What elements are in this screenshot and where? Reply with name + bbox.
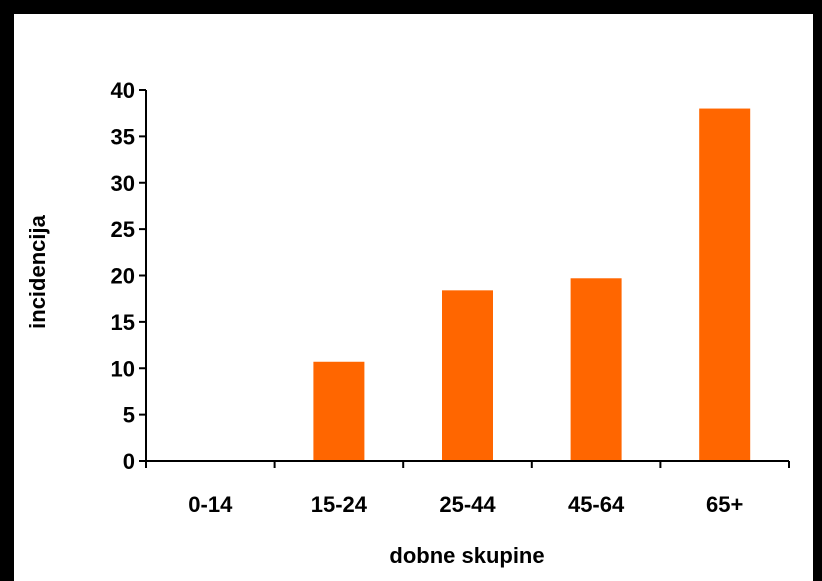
y-axis-title: incidencija — [25, 214, 50, 328]
bar-25-44 — [442, 290, 493, 461]
bar-65+ — [699, 108, 751, 462]
y-tick-label-0: 0 — [123, 449, 135, 474]
y-tick-label-10: 10 — [111, 356, 135, 381]
bars-group — [313, 108, 751, 462]
y-tick-label-35: 35 — [111, 124, 135, 149]
y-tick-label-15: 15 — [111, 310, 135, 335]
chart-frame: 0 5 10 15 20 25 30 35 40 0-14 15-24 25-44 45-64 65+ … — [14, 14, 813, 581]
x-tick-label-65+: 65+ — [706, 492, 743, 517]
y-axis: 0 5 10 15 20 25 30 35 40 — [111, 78, 147, 474]
x-tick-label-0-14: 0-14 — [188, 492, 233, 517]
bar-15-24 — [313, 361, 365, 461]
x-tick-label-15-24: 15-24 — [311, 492, 368, 517]
y-tick-label-30: 30 — [111, 171, 135, 196]
x-tick-label-25-44: 25-44 — [439, 492, 496, 517]
x-axis: 0-14 15-24 25-44 45-64 65+ — [145, 460, 790, 517]
x-tick-label-45-64: 45-64 — [568, 492, 625, 517]
y-tick-label-40: 40 — [111, 78, 135, 103]
y-tick-label-20: 20 — [111, 264, 135, 289]
x-axis-title: dobne skupine — [389, 543, 544, 568]
bar-45-64 — [570, 278, 622, 461]
y-tick-label-25: 25 — [111, 217, 135, 242]
y-tick-label-5: 5 — [123, 403, 135, 428]
